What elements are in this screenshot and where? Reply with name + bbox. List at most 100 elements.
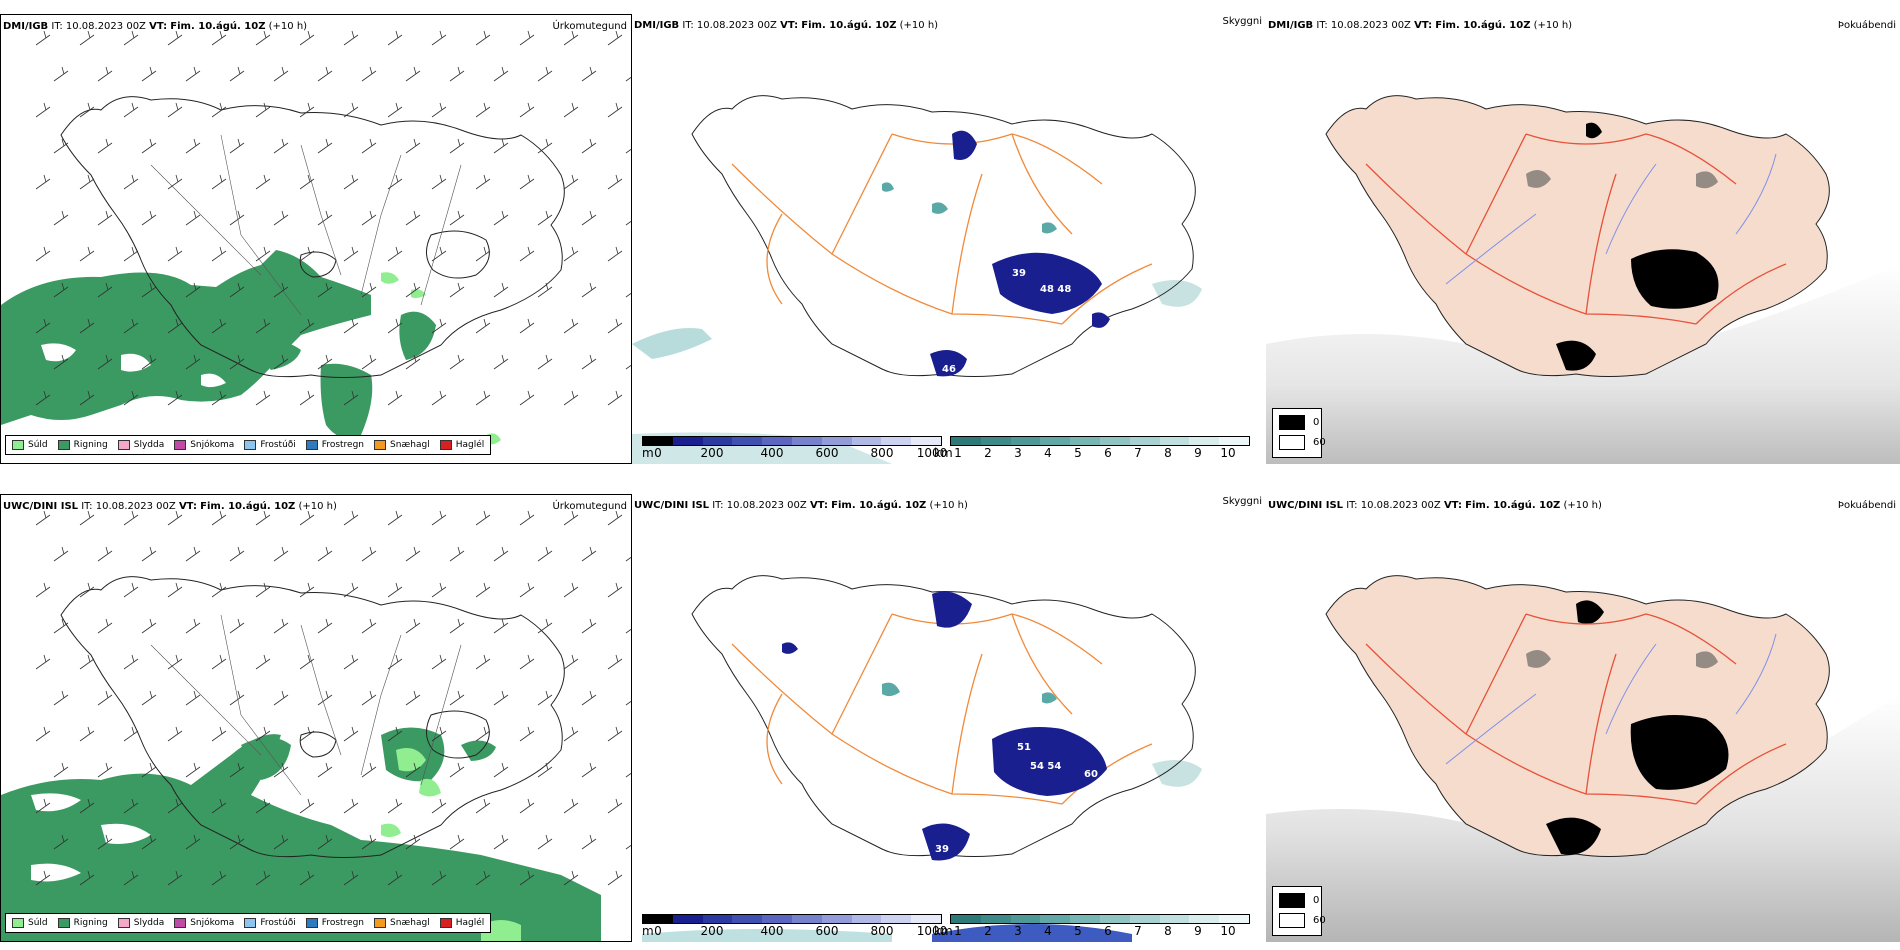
vt-value: Fim. 10.ágú. 10Z [200, 501, 296, 512]
wind-barb [123, 726, 139, 742]
visibility-map-row2: 51 54 54 60 39 [642, 575, 1202, 942]
wind-barb [449, 618, 465, 634]
drizzle-swatch [12, 918, 24, 928]
wind-barb [299, 390, 315, 406]
wind-barb [449, 66, 465, 82]
header-row1-fog: DMI/IGB IT: 10.08.2023 00Z VT: Fim. 10.á… [1268, 20, 1572, 32]
wind-barb [475, 870, 491, 886]
wind-barb [361, 762, 377, 778]
wind-barb [519, 726, 535, 742]
wind-barb [185, 690, 201, 706]
visibility-label: 60 [1084, 769, 1098, 780]
wind-barb [343, 798, 359, 814]
wind-barb [299, 246, 315, 262]
wind-barb [79, 582, 95, 598]
wind-barb [167, 30, 183, 46]
wind-barb [563, 798, 579, 814]
height-unit: m [642, 446, 654, 460]
visibility-label: 39 [1012, 268, 1026, 279]
wind-barb [361, 834, 377, 850]
it-label: IT: [1316, 20, 1328, 31]
legend-item: Snæhagl [374, 440, 430, 450]
snow-swatch [174, 440, 187, 450]
wind-barb [211, 726, 227, 742]
wind-barb [405, 66, 421, 82]
fog-panel-row2: UWC/DINI ISL IT: 10.08.2023 00Z VT: Fim.… [1266, 494, 1900, 942]
wind-barb [35, 510, 51, 526]
wind-barb [97, 138, 113, 154]
legend-label: Frostregn [321, 440, 365, 450]
wind-barb [35, 246, 51, 262]
fog-legend-value: 60 [1313, 915, 1326, 926]
wind-barb [273, 138, 289, 154]
vt-label: VT: [149, 21, 168, 32]
wind-barb [475, 390, 491, 406]
visibility-label: 51 [1017, 742, 1031, 753]
vt-label: VT: [1443, 500, 1462, 511]
wind-barb [35, 390, 51, 406]
tick: 400 [760, 446, 784, 460]
wind-barb [53, 546, 69, 562]
wind-barb [299, 870, 315, 886]
wind-barb [563, 318, 579, 334]
wind-barb [53, 210, 69, 226]
wind-barb [317, 834, 333, 850]
wind-barb [519, 870, 535, 886]
wind-barb [211, 510, 227, 526]
wind-barb [53, 690, 69, 706]
wind-barb [141, 354, 157, 370]
wind-barb [211, 654, 227, 670]
wind-barb [493, 618, 509, 634]
drizzle-swatch [12, 440, 24, 450]
legend-label: Haglél [455, 440, 485, 450]
wind-barb [581, 66, 597, 82]
wind-barb [123, 246, 139, 262]
wind-barb [79, 174, 95, 190]
wind-barb [475, 246, 491, 262]
wind-barb [387, 174, 403, 190]
wind-barb [211, 30, 227, 46]
product-title-visibility: Skyggni [1222, 16, 1262, 27]
wind-barb [53, 138, 69, 154]
wind-barb [255, 390, 271, 406]
tick: 600 [815, 446, 839, 460]
wind-barb [273, 354, 289, 370]
tick: 8 [1164, 924, 1172, 938]
wind-barb [475, 582, 491, 598]
legend-label: Rigning [73, 918, 108, 928]
wind-barb [229, 546, 245, 562]
precip-map-row1 [1, 30, 631, 445]
wind-barb [607, 246, 623, 262]
wind-barb [519, 174, 535, 190]
wind-barb [211, 246, 227, 262]
wind-barb [343, 582, 359, 598]
wind-barb [519, 30, 535, 46]
legend-item: Haglél [439, 918, 484, 928]
wind-barb [493, 762, 509, 778]
wind-barb [229, 354, 245, 370]
legend-label: Slydda [133, 918, 165, 928]
model-name: DMI/IGB [1268, 20, 1314, 31]
tick: 9 [1194, 924, 1202, 938]
wind-barb [607, 102, 623, 118]
wind-barb [167, 246, 183, 262]
wind-barb [537, 282, 553, 298]
precip-panel-row1: DMI/IGB IT: 10.08.2023 00Z VT: Fim. 10.á… [0, 14, 632, 464]
wind-barb [519, 582, 535, 598]
frost-drizzle-swatch [244, 918, 257, 928]
legend-label: Rigning [73, 440, 108, 450]
wind-barb [519, 798, 535, 814]
it-value: 10.08.2023 00Z [726, 500, 807, 511]
wind-barb [97, 282, 113, 298]
wind-barb [475, 102, 491, 118]
vt-value: Fim. 10.ágú. 10Z [801, 20, 897, 31]
tick: 800 [870, 924, 894, 938]
wind-barb [519, 510, 535, 526]
wind-barb [167, 798, 183, 814]
lead-time: (+10 h) [899, 20, 939, 31]
it-label: IT: [1346, 500, 1358, 511]
wind-barb [229, 66, 245, 82]
wind-barb [97, 834, 113, 850]
wind-barb [519, 654, 535, 670]
vt-label: VT: [809, 500, 828, 511]
